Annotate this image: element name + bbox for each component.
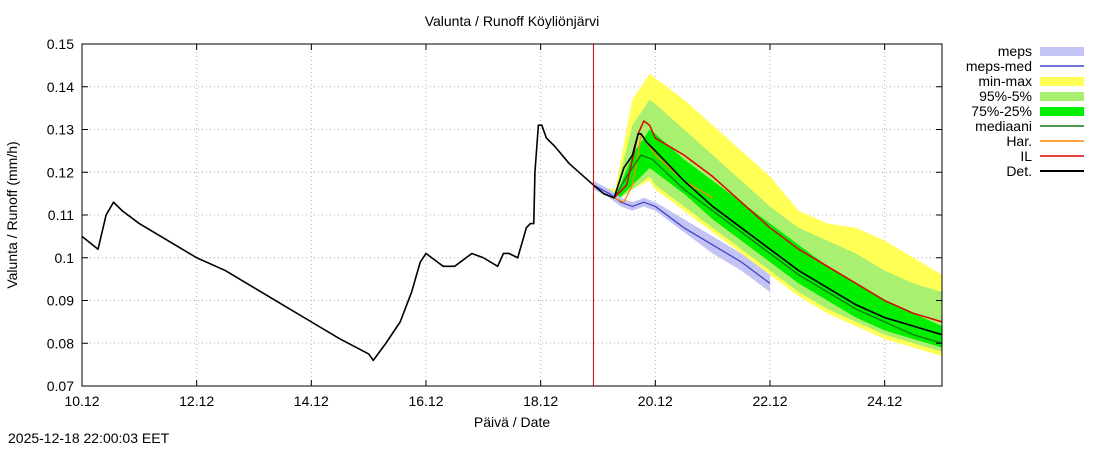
axis-ticks: 0.07 0.08 0.09 0.1 0.11 0.12 0.13 0.14 0.15 10.12… <box>47 36 942 409</box>
x-tick-label: 22.12 <box>752 393 787 409</box>
y-tick-label: 0.09 <box>47 293 74 309</box>
y-tick-label: 0.07 <box>47 378 74 394</box>
x-tick-label: 16.12 <box>408 393 443 409</box>
x-tick-label: 24.12 <box>867 393 902 409</box>
legend-swatch-p95_5 <box>1040 92 1084 101</box>
legend-label-mediaani: mediaani <box>975 118 1032 134</box>
legend-label-det: Det. <box>1006 163 1032 179</box>
legend-label-p75_25: 75%-25% <box>971 103 1032 119</box>
x-axis-label: Päivä / Date <box>474 414 550 430</box>
series-mediaani <box>613 154 943 344</box>
chart-title: Valunta / Runoff Köyliönjärvi <box>425 13 600 29</box>
legend-label-meps: meps <box>998 43 1032 59</box>
timestamp: 2025-12-18 22:00:03 EET <box>8 430 170 446</box>
legend-label-har: Har. <box>1006 133 1032 149</box>
series-il <box>613 120 943 323</box>
x-tick-label: 12.12 <box>179 393 214 409</box>
y-axis-label: Valunta / Runoff (mm/h) <box>4 141 20 288</box>
y-tick-label: 0.08 <box>47 335 74 351</box>
band-meps <box>593 180 770 292</box>
x-tick-label: 20.12 <box>638 393 673 409</box>
legend-label-meps_med: meps-med <box>966 58 1032 74</box>
x-tick-label: 10.12 <box>64 393 99 409</box>
y-tick-label: 0.11 <box>48 207 74 223</box>
grid <box>82 44 942 386</box>
x-tick-label: 18.12 <box>523 393 558 409</box>
series-lines <box>81 120 943 362</box>
y-tick-label: 0.15 <box>47 36 74 52</box>
y-tick-label: 0.12 <box>47 164 74 180</box>
legend-label-p95_5: 95%-5% <box>979 88 1032 104</box>
legend: mepsmeps-medmin-max95%-5%75%-25%mediaani… <box>966 43 1084 179</box>
y-tick-label: 0.1 <box>55 250 75 266</box>
y-tick-label: 0.14 <box>47 79 74 95</box>
legend-swatch-min_max <box>1040 77 1084 86</box>
band-p75_25 <box>593 129 942 348</box>
y-tick-label: 0.13 <box>47 122 74 138</box>
legend-swatch-meps <box>1040 47 1084 56</box>
bands <box>593 73 942 357</box>
legend-label-min_max: min-max <box>978 73 1032 89</box>
x-tick-label: 14.12 <box>294 393 329 409</box>
legend-swatch-p75_25 <box>1040 107 1084 116</box>
legend-label-il: IL <box>1020 148 1032 164</box>
series-det <box>81 124 943 362</box>
